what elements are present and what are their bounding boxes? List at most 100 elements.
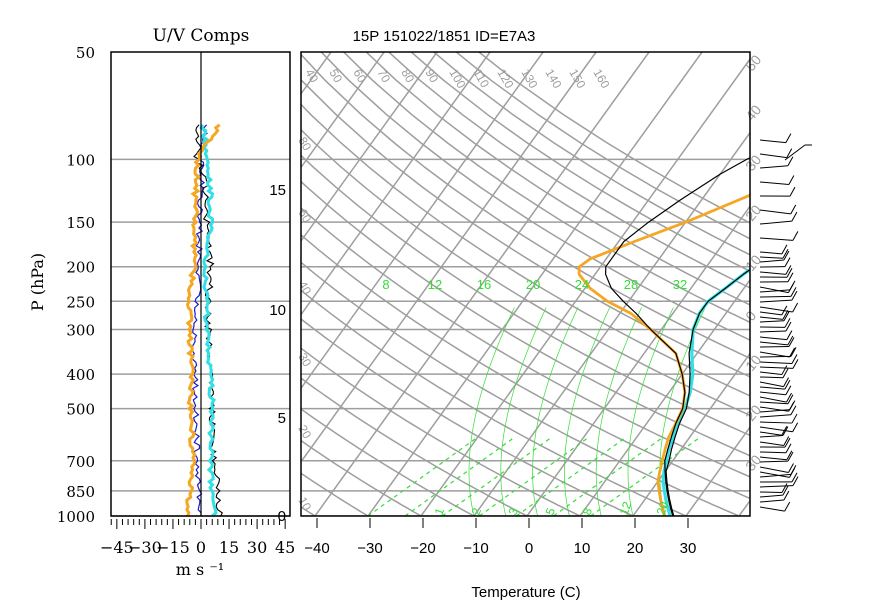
wind-barb [759, 473, 791, 478]
isotherm [301, 52, 491, 316]
wind-barb [759, 421, 792, 424]
uv-panel: U/V Comps P (hPa) m s ⁻¹ 501001502002503… [28, 26, 295, 579]
wind-barb-flag [786, 392, 792, 403]
uv-pressure-tick-labels: 50 100 150 200 250 300 400 500 700 850 1000 [57, 44, 95, 526]
bottom-green-label: 12 [617, 499, 635, 517]
top-gray-label: 130 [518, 67, 540, 92]
skewt-x-tick-label: −30 [357, 540, 382, 557]
isotherm [301, 52, 438, 243]
wind-barb-flag [783, 311, 790, 322]
top-gray-label: 80 [398, 67, 417, 86]
wind-barb-flag [781, 483, 788, 493]
moist-adiabat [564, 307, 611, 516]
wind-barb-flag [791, 413, 798, 424]
parcel-profile-cyan [661, 267, 750, 516]
wind-barb [759, 316, 783, 320]
wind-barb-flag [790, 204, 797, 215]
wind-barb [759, 330, 786, 333]
wind-barb-flag [784, 501, 791, 512]
wind-barb-flag [783, 490, 790, 501]
wind-barb-flag [782, 485, 789, 496]
uv-tick-label-850: 850 [66, 483, 95, 501]
wind-barb [759, 139, 786, 144]
uv-x-tick-label: −30 [128, 538, 162, 557]
wind-barb [759, 181, 789, 185]
dry-adiabat [342, 52, 750, 324]
uv-cyan-line [199, 124, 218, 518]
uv-tick-label-250: 250 [66, 293, 95, 311]
dry-adiabat [301, 318, 635, 516]
wind-barb [759, 295, 792, 298]
sounding-profiles [577, 157, 750, 516]
wind-barb [759, 286, 789, 294]
wind-barb-flag [791, 290, 798, 301]
wind-barb-flag [782, 310, 789, 320]
skewt-x-tick-labels: −40 −30 −20 −10 0 10 20 30 [304, 540, 696, 557]
wind-barb [759, 320, 784, 323]
wind-barb-flag [787, 272, 794, 282]
dry-adiabat [301, 233, 750, 500]
dry-adiabat [301, 289, 688, 516]
mixing-ratio-line [516, 436, 627, 516]
wind-barb [759, 289, 790, 293]
wind-barb [759, 466, 789, 474]
wind-barb-flag [791, 211, 798, 222]
mixing-ratio-label: 20 [526, 277, 540, 292]
wind-barb [759, 471, 790, 478]
wind-barb [759, 406, 789, 412]
dry-adiabat [301, 53, 750, 360]
skewt-panel-frame [300, 51, 751, 517]
wind-barb-flag [789, 280, 796, 291]
wind-barb [759, 341, 788, 346]
skewt-x-tick-label: 30 [680, 540, 697, 557]
wind-barb-flag [788, 337, 795, 347]
bottom-green-label: 3 [506, 506, 522, 517]
wind-barb-flag [789, 186, 796, 197]
top-gray-label: 60 [350, 67, 369, 86]
wind-barb [759, 376, 784, 379]
isotherm [314, 52, 650, 516]
wind-barb-flag [783, 250, 790, 261]
moist-adiabat [627, 307, 674, 516]
skewt-title: 15P 151022/1851 ID=E7A3 [353, 28, 536, 45]
dry-adiabat [301, 78, 750, 378]
wind-barb [759, 456, 787, 461]
wind-barb-flag [788, 463, 794, 473]
uv-tick-label-1000: 1000 [57, 508, 95, 526]
top-gray-label: 140 [542, 67, 564, 92]
isotherm [526, 204, 750, 516]
uv-x-tick-label: −45 [100, 538, 134, 557]
uv-tick-label-150: 150 [66, 214, 95, 232]
top-gray-label: 70 [374, 67, 393, 86]
wind-barb-flag [787, 335, 794, 346]
wind-barb [759, 366, 793, 369]
wind-barb-flag [787, 451, 794, 462]
bottom-green-label: 2 [469, 506, 485, 517]
mixing-ratio-line [404, 436, 516, 516]
wind-barb [759, 237, 793, 241]
wind-barb-flag [791, 354, 798, 364]
uv-x-tick-labels: −45−30−15 0 15 30 45 [100, 538, 295, 557]
uv-panel-frame [110, 51, 291, 517]
wind-barb [759, 371, 782, 376]
uv-tick-label-400: 400 [66, 366, 95, 384]
wind-barb-flag [781, 244, 788, 255]
wind-barb [759, 409, 790, 413]
right-gray-label: 30 [742, 452, 764, 474]
wind-barb-flag [781, 365, 788, 375]
wind-barb [759, 209, 791, 215]
uv-x-tick-label: 45 [275, 538, 295, 557]
left-gray-label: 30 [295, 351, 314, 370]
isotherm [579, 278, 750, 516]
skewt-x-tick-label: −10 [463, 540, 488, 557]
dry-adiabat [301, 505, 317, 516]
wind-barb [759, 386, 785, 390]
mixing-ratio-label: 28 [624, 277, 638, 292]
wind-barb [759, 256, 783, 259]
wind-barb [759, 506, 785, 512]
wind-barb-flag [783, 377, 789, 387]
uv-y-axis-label: P (hPa) [28, 253, 47, 311]
isotherm [301, 52, 544, 390]
wind-barb-flag [792, 302, 799, 313]
